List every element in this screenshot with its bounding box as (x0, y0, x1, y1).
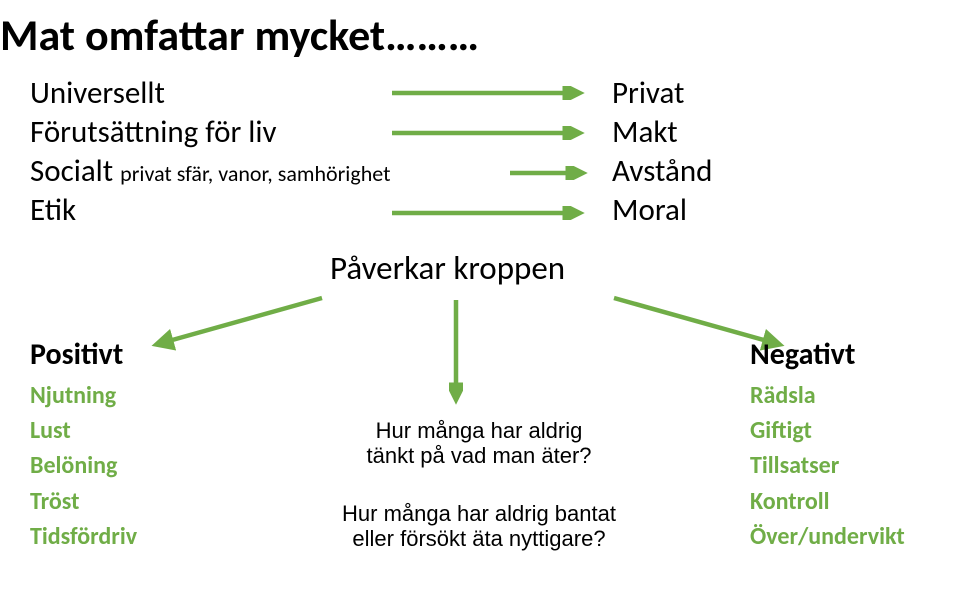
right-item-0: Privat (612, 78, 712, 109)
center-heading: Påverkar kroppen (330, 248, 565, 288)
arrow-diag-center (449, 298, 463, 406)
negative-item-3: Kontroll (750, 489, 905, 514)
left-item-0-label: Universellt (30, 74, 165, 112)
left-item-1: Förutsättning för liv (30, 117, 390, 148)
positive-item-0: Njutning (30, 383, 137, 408)
center-questions: Hur många har aldrig tänkt på vad man ät… (324, 418, 634, 551)
q1-line2: tänkt på vad man äter? (366, 443, 591, 468)
left-column: Universellt Förutsättning för liv Social… (30, 78, 390, 234)
left-item-3: Etik (30, 195, 390, 226)
left-item-2-label: Socialt (30, 152, 120, 190)
positive-item-2: Belöning (30, 453, 137, 478)
page-title: Mat omfattar mycket……… (0, 8, 479, 62)
right-item-1: Makt (612, 117, 712, 148)
arrow-top-3 (392, 206, 592, 220)
question-1: Hur många har aldrig tänkt på vad man ät… (324, 418, 634, 469)
arrow-top-1 (392, 126, 592, 140)
left-item-0: Universellt (30, 78, 390, 109)
left-item-2-suffix: privat sfär, vanor, samhörighet (120, 160, 390, 187)
arrow-top-0 (392, 86, 592, 100)
negative-item-2: Tillsatser (750, 453, 905, 478)
negative-item-4: Över/undervikt (750, 524, 905, 549)
right-item-2: Avstånd (612, 156, 712, 187)
positive-item-4: Tidsfördriv (30, 524, 137, 549)
positive-item-3: Tröst (30, 489, 137, 514)
negative-item-0: Rädsla (750, 383, 905, 408)
positive-column: Positivt Njutning Lust Belöning Tröst Ti… (30, 336, 137, 549)
arrow-diag-left (150, 292, 330, 352)
q2-line2: eller försökt äta nyttigare? (352, 526, 605, 551)
left-item-1-label: Förutsättning för liv (30, 113, 277, 151)
arrow-top-2 (510, 166, 595, 180)
positive-heading: Positivt (30, 336, 137, 373)
negative-column: Negativt Rädsla Giftigt Tillsatser Kontr… (750, 336, 905, 549)
negative-heading: Negativt (750, 336, 905, 373)
q2-line1: Hur många har aldrig bantat (342, 501, 616, 526)
right-column: Privat Makt Avstånd Moral (612, 78, 712, 234)
q1-line1: Hur många har aldrig (376, 418, 583, 443)
positive-item-1: Lust (30, 418, 137, 443)
left-item-3-label: Etik (30, 191, 76, 229)
negative-item-1: Giftigt (750, 418, 905, 443)
right-item-3: Moral (612, 195, 712, 226)
question-2: Hur många har aldrig bantat eller försök… (324, 501, 634, 552)
left-item-2: Socialt privat sfär, vanor, samhörighet (30, 156, 390, 187)
